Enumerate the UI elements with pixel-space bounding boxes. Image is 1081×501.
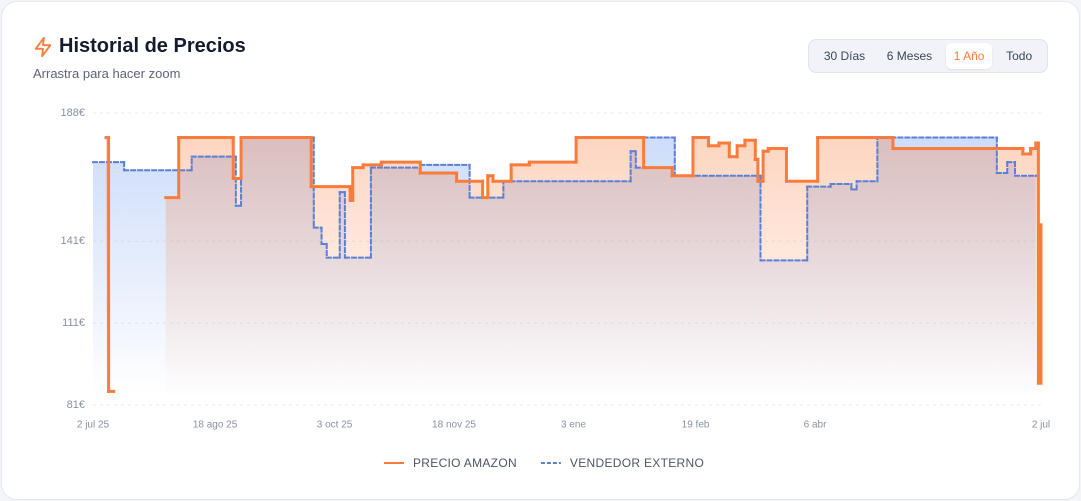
price-area [1038, 383, 1041, 405]
title: Historial de Precios [59, 35, 246, 57]
price-area [511, 164, 530, 405]
price-area [178, 137, 234, 406]
price-area [487, 175, 493, 405]
x-tick-label: 6 abr [804, 420, 827, 431]
price-area [1022, 153, 1031, 405]
bolt-icon [34, 36, 52, 58]
price-area [763, 151, 769, 405]
price-area [718, 143, 730, 406]
price-area [708, 145, 719, 405]
price-area [729, 156, 738, 405]
legend-label: PRECIO AMAZON [413, 456, 517, 470]
price-area [768, 148, 787, 406]
price-area [529, 162, 577, 405]
range-button[interactable]: 6 Meses [886, 49, 933, 63]
x-tick-label: 18 ago 25 [193, 420, 238, 431]
subtitle: Arrastra para hacer zoom [33, 66, 181, 81]
price-area [233, 178, 242, 405]
x-tick-label: 2 jul [1032, 420, 1050, 431]
price-area [108, 391, 114, 405]
x-tick-label: 3 oct 25 [317, 420, 353, 431]
price-area [241, 137, 312, 406]
price-area [352, 167, 364, 405]
price-area [456, 181, 483, 405]
price-area [576, 137, 644, 406]
price-area [892, 148, 1023, 406]
x-tick-label: 18 nov 25 [432, 420, 476, 431]
range-button[interactable]: 1 Año [945, 43, 993, 69]
y-tick-label: 188€ [61, 107, 85, 119]
price-area [1030, 148, 1036, 406]
x-tick-label: 19 feb [682, 420, 710, 431]
price-area [757, 181, 764, 405]
legend-label: VENDEDOR EXTERNO [570, 456, 704, 470]
price-area [755, 159, 758, 405]
price-area [786, 181, 818, 405]
price-area [737, 145, 745, 405]
price-area [817, 137, 893, 406]
price-area [744, 140, 756, 405]
price-area [672, 175, 693, 405]
range-selector: 30 Días 6 Meses 1 Año Todo [808, 39, 1048, 73]
price-area [643, 167, 673, 405]
x-tick-label: 2 jul 25 [77, 420, 110, 431]
price-area [420, 173, 457, 405]
price-area [311, 186, 351, 405]
price-area [350, 200, 353, 405]
price-area [482, 197, 488, 405]
price-area [165, 197, 179, 405]
x-tick-label: 3 ene [561, 420, 586, 431]
y-tick-label: 81€ [67, 399, 85, 411]
price-area [363, 164, 382, 405]
y-tick-label: 141€ [61, 235, 85, 247]
price-area [381, 162, 421, 405]
price-area [692, 137, 709, 406]
range-button[interactable]: 30 Días [823, 49, 866, 63]
y-tick-label: 111€ [62, 317, 85, 329]
range-button[interactable]: Todo [1006, 49, 1033, 63]
price-area [492, 181, 512, 405]
